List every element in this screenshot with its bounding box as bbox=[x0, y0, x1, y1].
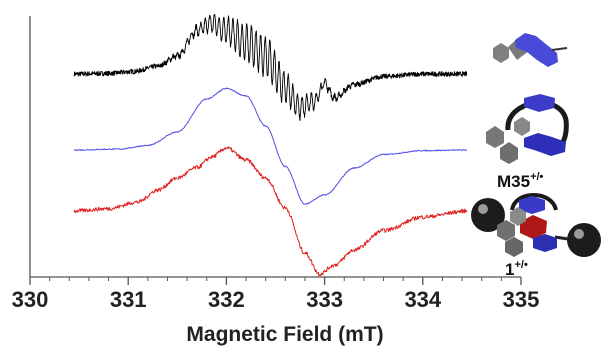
series-line-m35 bbox=[73, 87, 468, 205]
m35-structure-icon bbox=[486, 94, 569, 164]
x-tick-label: 334 bbox=[404, 287, 441, 312]
m35-series-label: M35+/• bbox=[497, 171, 544, 191]
x-axis: 330 331 332 333 334 335 bbox=[12, 16, 540, 312]
series-line-top bbox=[73, 14, 468, 121]
compound-1-structure-icon bbox=[471, 193, 601, 257]
x-tick-label: 331 bbox=[110, 287, 147, 312]
structure-illustrations: M35+/• 1+/• bbox=[471, 33, 601, 279]
series-line-one bbox=[73, 146, 468, 277]
compound-1-series-label: 1+/• bbox=[505, 259, 528, 279]
x-tick-label: 332 bbox=[208, 287, 245, 312]
monomer-structure-icon bbox=[493, 33, 568, 67]
x-axis-title: Magnetic Field (mT) bbox=[186, 323, 383, 346]
spectra-series bbox=[73, 14, 468, 277]
x-tick-label: 330 bbox=[12, 287, 49, 312]
x-tick-label: 335 bbox=[503, 287, 540, 312]
x-tick-label: 333 bbox=[306, 287, 343, 312]
